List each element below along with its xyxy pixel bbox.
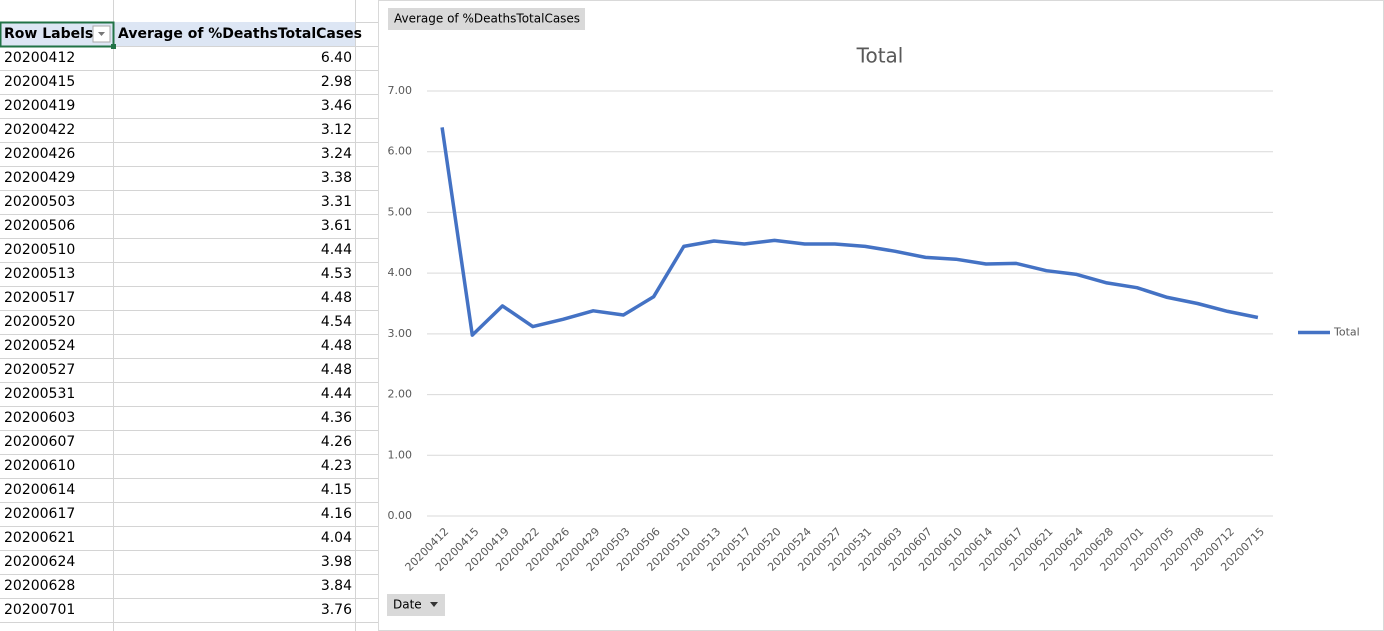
row-label: 20200621 bbox=[4, 530, 75, 546]
row-label: 20200603 bbox=[4, 410, 75, 426]
row-value: 4.44 bbox=[321, 242, 352, 258]
row-label: 20200412 bbox=[4, 50, 75, 66]
row-label: 20200617 bbox=[4, 506, 75, 522]
row-label: 20200520 bbox=[4, 314, 75, 330]
row-value: 3.76 bbox=[321, 602, 352, 618]
row-label: 20200624 bbox=[4, 554, 75, 570]
row-label: 20200524 bbox=[4, 338, 75, 354]
y-tick-label: 6.00 bbox=[388, 145, 413, 158]
y-tick-label: 4.00 bbox=[388, 266, 413, 279]
header-cell: Average of %DeathsTotalCases bbox=[118, 26, 362, 42]
row-label: 20200419 bbox=[4, 98, 75, 114]
dropdown-arrow bbox=[430, 602, 438, 607]
y-tick-label: 0.00 bbox=[388, 509, 413, 522]
row-label: 20200628 bbox=[4, 578, 75, 594]
header-row bbox=[0, 22, 355, 46]
series-line bbox=[440, 127, 1259, 337]
row-value: 4.48 bbox=[321, 290, 352, 306]
row-value: 3.12 bbox=[321, 122, 352, 138]
row-value: 3.38 bbox=[321, 170, 352, 186]
y-tick-label: 7.00 bbox=[388, 84, 413, 97]
row-value: 4.15 bbox=[321, 482, 352, 498]
fill-handle bbox=[111, 44, 116, 49]
row-label: 20200614 bbox=[4, 482, 75, 498]
row-value: 6.40 bbox=[321, 50, 352, 66]
chart-title: Total bbox=[856, 44, 904, 68]
row-value: 3.31 bbox=[321, 194, 352, 210]
header-cell: Row Labels bbox=[4, 26, 93, 42]
row-label: 20200513 bbox=[4, 266, 75, 282]
row-value: 3.24 bbox=[321, 146, 352, 162]
y-tick-label: 2.00 bbox=[388, 388, 413, 401]
table-body: 20200412 6.40 20200415 2.98 20200419 3.46 2020… bbox=[4, 50, 352, 618]
row-label: 20200415 bbox=[4, 74, 75, 90]
y-tick-label: 3.00 bbox=[388, 327, 413, 340]
row-value: 3.61 bbox=[321, 218, 352, 234]
row-value: 3.46 bbox=[321, 98, 352, 114]
row-value: 4.48 bbox=[321, 338, 352, 354]
axis-field-button[interactable] bbox=[387, 594, 445, 616]
row-label: 20200506 bbox=[4, 218, 75, 234]
row-value: 4.04 bbox=[321, 530, 352, 546]
row-label: 20200607 bbox=[4, 434, 75, 450]
row-value: 3.84 bbox=[321, 578, 352, 594]
row-label: 20200531 bbox=[4, 386, 75, 402]
selected-cell bbox=[0, 21, 115, 48]
row-label: 20200503 bbox=[4, 194, 75, 210]
row-value: 4.54 bbox=[321, 314, 352, 330]
row-label: 20200517 bbox=[4, 290, 75, 306]
value-field-button[interactable] bbox=[388, 8, 585, 30]
row-label: 20200527 bbox=[4, 362, 75, 378]
row-label: 20200701 bbox=[4, 602, 75, 618]
row-label: 20200422 bbox=[4, 122, 75, 138]
row-label: 20200510 bbox=[4, 242, 75, 258]
legend-label: Total bbox=[1333, 326, 1360, 339]
row-label: 20200429 bbox=[4, 170, 75, 186]
row-value: 3.98 bbox=[321, 554, 352, 570]
value-field-label: Average of %DeathsTotalCases bbox=[394, 12, 580, 26]
filter-arrow bbox=[98, 32, 105, 36]
row-value: 4.44 bbox=[321, 386, 352, 402]
axis-field-label: Date bbox=[393, 598, 422, 612]
row-value: 4.16 bbox=[321, 506, 352, 522]
row-value: 2.98 bbox=[321, 74, 352, 90]
row-label: 20200426 bbox=[4, 146, 75, 162]
y-tick-label: 1.00 bbox=[388, 448, 413, 461]
row-value: 4.48 bbox=[321, 362, 352, 378]
sheet-grid bbox=[0, 0, 378, 631]
row-label: 20200610 bbox=[4, 458, 75, 474]
row-value: 4.26 bbox=[321, 434, 352, 450]
row-value: 4.36 bbox=[321, 410, 352, 426]
chart-area bbox=[378, 0, 1384, 631]
y-tick-label: 5.00 bbox=[388, 205, 413, 218]
row-value: 4.53 bbox=[321, 266, 352, 282]
row-value: 4.23 bbox=[321, 458, 352, 474]
